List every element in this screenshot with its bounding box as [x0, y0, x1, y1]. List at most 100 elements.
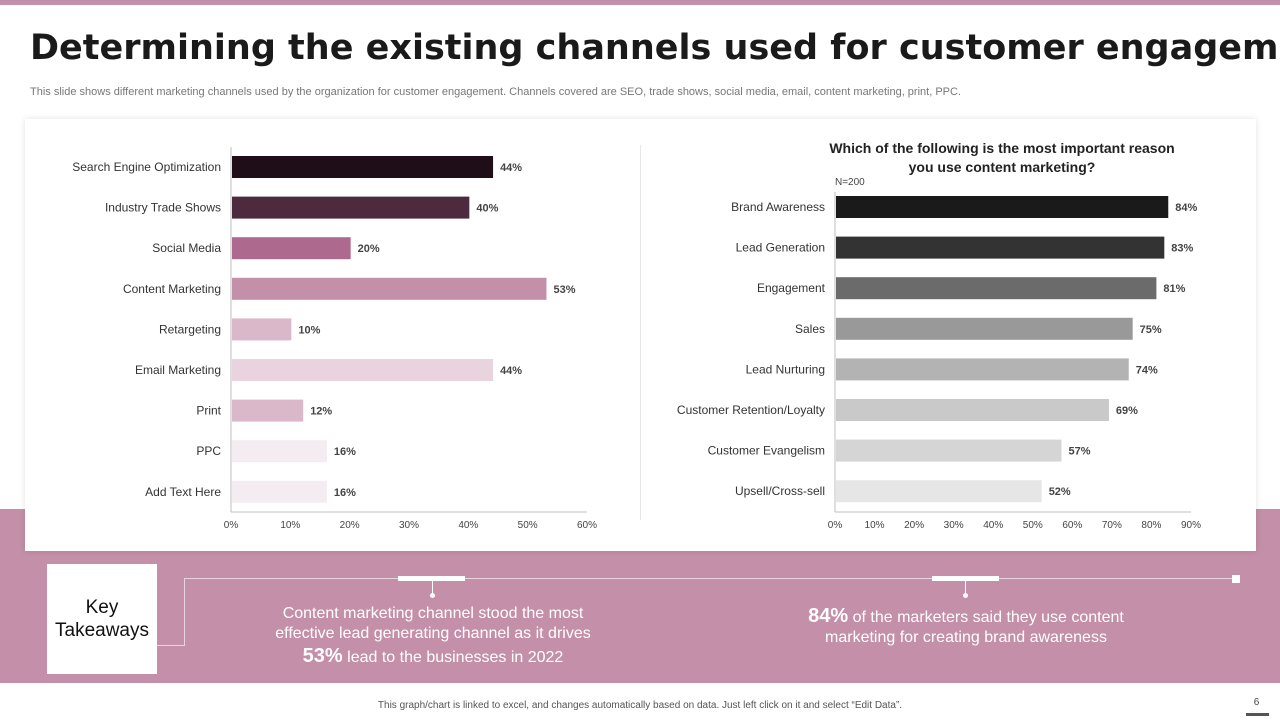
- content-marketing-reasons-chart[interactable]: Which of the following is the most impor…: [0, 0, 1280, 560]
- channels-tick-label: 60%: [577, 520, 597, 531]
- reasons-bar: [836, 236, 1165, 259]
- connector-horizontal: [184, 578, 1236, 579]
- reasons-chart-title: you use content marketing?: [909, 159, 1096, 175]
- channels-value-label: 10%: [298, 324, 320, 336]
- takeaway-tab-1: [398, 576, 465, 581]
- reasons-bar: [836, 480, 1042, 503]
- top-accent-bar: [0, 0, 1280, 5]
- reasons-category-label: Customer Evangelism: [708, 444, 825, 458]
- reasons-category-label: Upsell/Cross-sell: [735, 484, 825, 498]
- reasons-category-label: Brand Awareness: [731, 200, 825, 214]
- reasons-tick-label: 0%: [828, 520, 843, 531]
- channels-category-label: Email Marketing: [135, 363, 221, 377]
- channels-bar: [232, 399, 304, 422]
- reasons-category-label: Sales: [795, 322, 825, 336]
- channels-tick-label: 20%: [340, 520, 360, 531]
- reasons-chart-title: Which of the following is the most impor…: [829, 140, 1174, 156]
- channels-category-label: Add Text Here: [145, 485, 221, 499]
- reasons-value-label: 81%: [1163, 283, 1185, 295]
- takeaway-1-line1: Content marketing channel stood the most: [282, 605, 584, 622]
- takeaway-pin-1: [430, 593, 435, 598]
- takeaway-stem-1: [432, 579, 433, 594]
- page-number: 6: [1253, 697, 1260, 708]
- takeaway-tab-2: [932, 576, 999, 581]
- reasons-value-label: 52%: [1049, 486, 1071, 498]
- reasons-value-label: 84%: [1175, 202, 1197, 214]
- reasons-category-label: Engagement: [757, 281, 826, 295]
- channels-bar: [232, 196, 470, 219]
- connector-bottom: [157, 645, 185, 646]
- page-title: Determining the existing channels used f…: [30, 28, 1280, 68]
- channels-category-label: Search Engine Optimization: [72, 160, 221, 174]
- channels-bar: [232, 237, 351, 260]
- channels-tick-label: 0%: [224, 520, 239, 531]
- footer-note: This graph/chart is linked to excel, and…: [377, 700, 903, 711]
- channels-tick-label: 10%: [280, 520, 300, 531]
- reasons-tick-label: 60%: [1062, 520, 1082, 531]
- channels-value-label: 12%: [310, 406, 332, 418]
- channels-bar: [232, 440, 327, 463]
- channels-category-label: Retargeting: [159, 322, 221, 336]
- channels-value-label: 16%: [334, 446, 356, 458]
- channels-value-label: 16%: [334, 487, 356, 499]
- channels-value-label: 44%: [500, 162, 522, 174]
- reasons-category-label: Customer Retention/Loyalty: [677, 403, 825, 417]
- channels-category-label: Print: [196, 404, 221, 418]
- chart-divider: [640, 145, 641, 520]
- reasons-tick-label: 40%: [983, 520, 1003, 531]
- channels-bar: [232, 156, 494, 178]
- takeaway-2-highlight: 84%: [808, 605, 849, 627]
- takeaway-1-highlight: 53%: [302, 645, 343, 667]
- channels-bar: [232, 480, 327, 503]
- takeaway-stem-2: [965, 579, 966, 594]
- reasons-value-label: 74%: [1136, 364, 1158, 376]
- reasons-bar: [836, 358, 1129, 381]
- connector-end-dot: [1232, 575, 1240, 583]
- reasons-value-label: 75%: [1140, 324, 1162, 336]
- reasons-value-label: 57%: [1068, 446, 1090, 458]
- takeaway-2-line1: of the marketers said they use content: [852, 609, 1124, 626]
- connector-vertical: [184, 578, 185, 646]
- reasons-bar: [836, 399, 1109, 421]
- channels-tick-label: 30%: [399, 520, 419, 531]
- reasons-category-label: Lead Generation: [736, 241, 825, 255]
- takeaway-pin-2: [963, 593, 968, 598]
- reasons-value-label: 83%: [1171, 243, 1193, 255]
- channels-value-label: 40%: [476, 203, 498, 215]
- reasons-value-label: 69%: [1116, 405, 1138, 417]
- takeaway-1-line3: lead to the businesses in 2022: [347, 649, 564, 666]
- channels-category-label: Industry Trade Shows: [105, 201, 221, 215]
- channels-category-label: Social Media: [152, 241, 221, 255]
- channels-bar: [232, 359, 494, 381]
- key-takeaways-heading-line1: Key: [85, 597, 119, 618]
- reasons-bar: [836, 317, 1133, 340]
- key-takeaways-heading-line2: Takeaways: [55, 620, 149, 641]
- reasons-tick-label: 10%: [865, 520, 885, 531]
- key-takeaways-box: Key Takeaways: [47, 564, 157, 674]
- reasons-sample-size: N=200: [835, 177, 865, 188]
- takeaway-text-1: Content marketing channel stood the most…: [253, 604, 613, 668]
- page-subtitle: This slide shows different marketing cha…: [30, 86, 961, 98]
- page-number-underline: [1246, 713, 1269, 716]
- reasons-tick-label: 70%: [1102, 520, 1122, 531]
- channels-bar: [232, 277, 547, 300]
- takeaway-1-line2: effective lead generating channel as it …: [275, 625, 591, 642]
- channels-category-label: Content Marketing: [123, 282, 221, 296]
- takeaway-2-line2: marketing for creating brand awareness: [825, 629, 1107, 646]
- reasons-tick-label: 20%: [904, 520, 924, 531]
- channels-value-label: 20%: [358, 243, 380, 255]
- reasons-bar: [836, 196, 1169, 218]
- channels-value-label: 53%: [553, 284, 575, 296]
- channels-category-label: PPC: [196, 444, 221, 458]
- takeaway-text-2: 84% of the marketers said they use conte…: [786, 606, 1146, 648]
- channels-tick-label: 40%: [458, 520, 478, 531]
- reasons-bar: [836, 277, 1157, 300]
- channels-value-label: 44%: [500, 365, 522, 377]
- reasons-bar: [836, 439, 1062, 462]
- reasons-tick-label: 90%: [1181, 520, 1201, 531]
- reasons-category-label: Lead Nurturing: [746, 362, 825, 376]
- reasons-tick-label: 30%: [944, 520, 964, 531]
- channels-bar-chart[interactable]: 0% 10% 20% 30% 40% 50% 60% Search Engine Optimi…: [0, 0, 640, 560]
- channels-tick-label: 50%: [518, 520, 538, 531]
- reasons-tick-label: 50%: [1023, 520, 1043, 531]
